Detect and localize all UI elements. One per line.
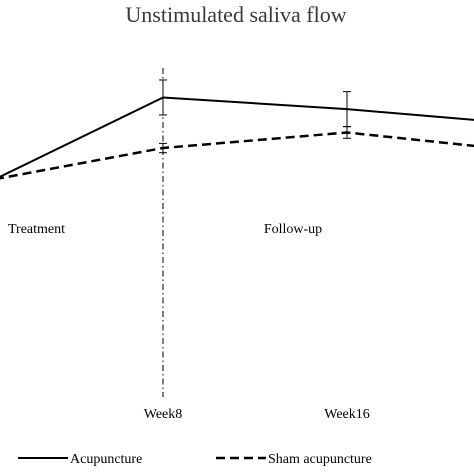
chart-marks (0, 68, 474, 397)
phase-label-treatment: Treatment (8, 222, 65, 237)
phase-label-follow-up: Follow-up (264, 222, 322, 237)
x-axis-ticks: 0Week8Week16 (144, 407, 370, 422)
legend-label-acupuncture: Acupuncture (70, 452, 142, 467)
series-line-acupuncture (0, 96, 474, 178)
series-line-sham-acupuncture (0, 131, 474, 180)
legend: Acupuncture Sham acupuncture (18, 452, 372, 467)
error-bar-sham-acupuncture-week8 (159, 142, 167, 154)
error-bar-acupuncture-week8 (159, 79, 167, 116)
error-bar-sham-acupuncture-week16 (343, 126, 351, 139)
legend-label-sham-acupuncture: Sham acupuncture (268, 452, 372, 467)
chart-title: Unstimulated saliva flow (125, 2, 346, 27)
x-tick-label-week16: Week16 (324, 407, 370, 422)
x-tick-label-week8: Week8 (144, 407, 183, 422)
